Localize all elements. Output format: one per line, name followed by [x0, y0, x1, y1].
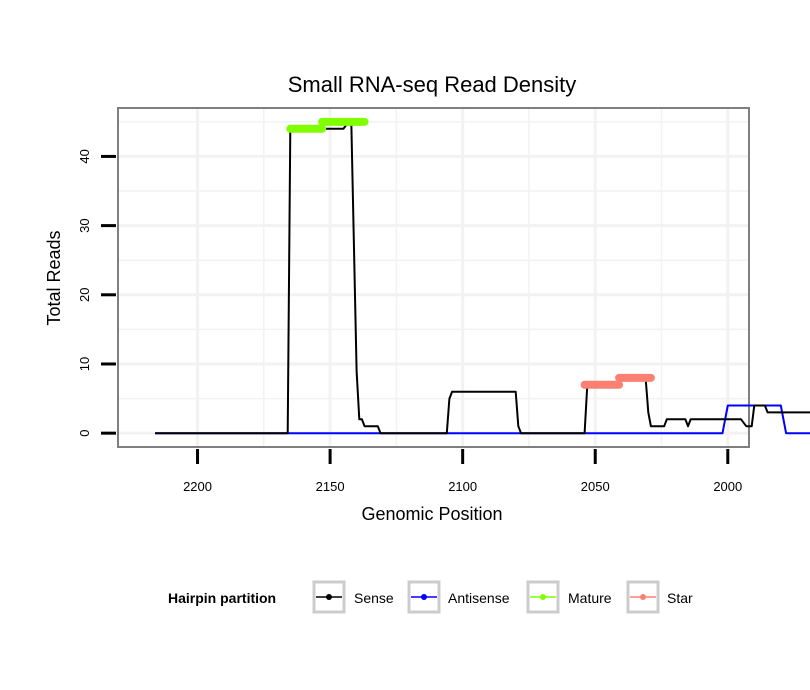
legend-dot-sense	[326, 594, 332, 600]
legend-title: Hairpin partition	[168, 590, 276, 606]
x-axis: 2200 2150 2100 2050 2000	[183, 449, 742, 494]
x-tick-label: 2150	[316, 479, 345, 494]
legend: Hairpin partition Sense Antisense Mature…	[168, 580, 693, 614]
legend-item-mature: Mature	[526, 580, 612, 614]
x-tick-label: 2000	[713, 479, 742, 494]
x-tick-label: 2050	[581, 479, 610, 494]
x-tick-label: 2200	[183, 479, 212, 494]
y-tick-label: 40	[77, 149, 92, 163]
y-tick-label: 20	[77, 288, 92, 302]
series-layer	[155, 117, 810, 435]
legend-label-mature: Mature	[568, 590, 612, 606]
gridlines	[119, 109, 748, 446]
x-tick-label: 2100	[448, 479, 477, 494]
legend-item-star: Star	[626, 580, 693, 614]
y-axis: 0 10 20 30 40	[77, 149, 116, 437]
legend-dot-mature	[540, 594, 546, 600]
legend-dot-antisense	[421, 594, 427, 600]
chart-title: Small RNA-seq Read Density	[288, 72, 577, 97]
y-tick-label: 10	[77, 357, 92, 371]
y-axis-title: Total Reads	[44, 230, 64, 325]
y-tick-label: 30	[77, 218, 92, 232]
y-tick-label: 0	[77, 430, 92, 437]
plot-panel	[117, 107, 750, 448]
x-axis-title: Genomic Position	[361, 504, 502, 524]
legend-dot-star	[640, 594, 646, 600]
legend-item-sense: Sense	[312, 580, 394, 614]
legend-label-sense: Sense	[354, 590, 394, 606]
legend-label-star: Star	[667, 590, 693, 606]
legend-label-antisense: Antisense	[448, 590, 510, 606]
legend-item-antisense: Antisense	[407, 580, 510, 614]
